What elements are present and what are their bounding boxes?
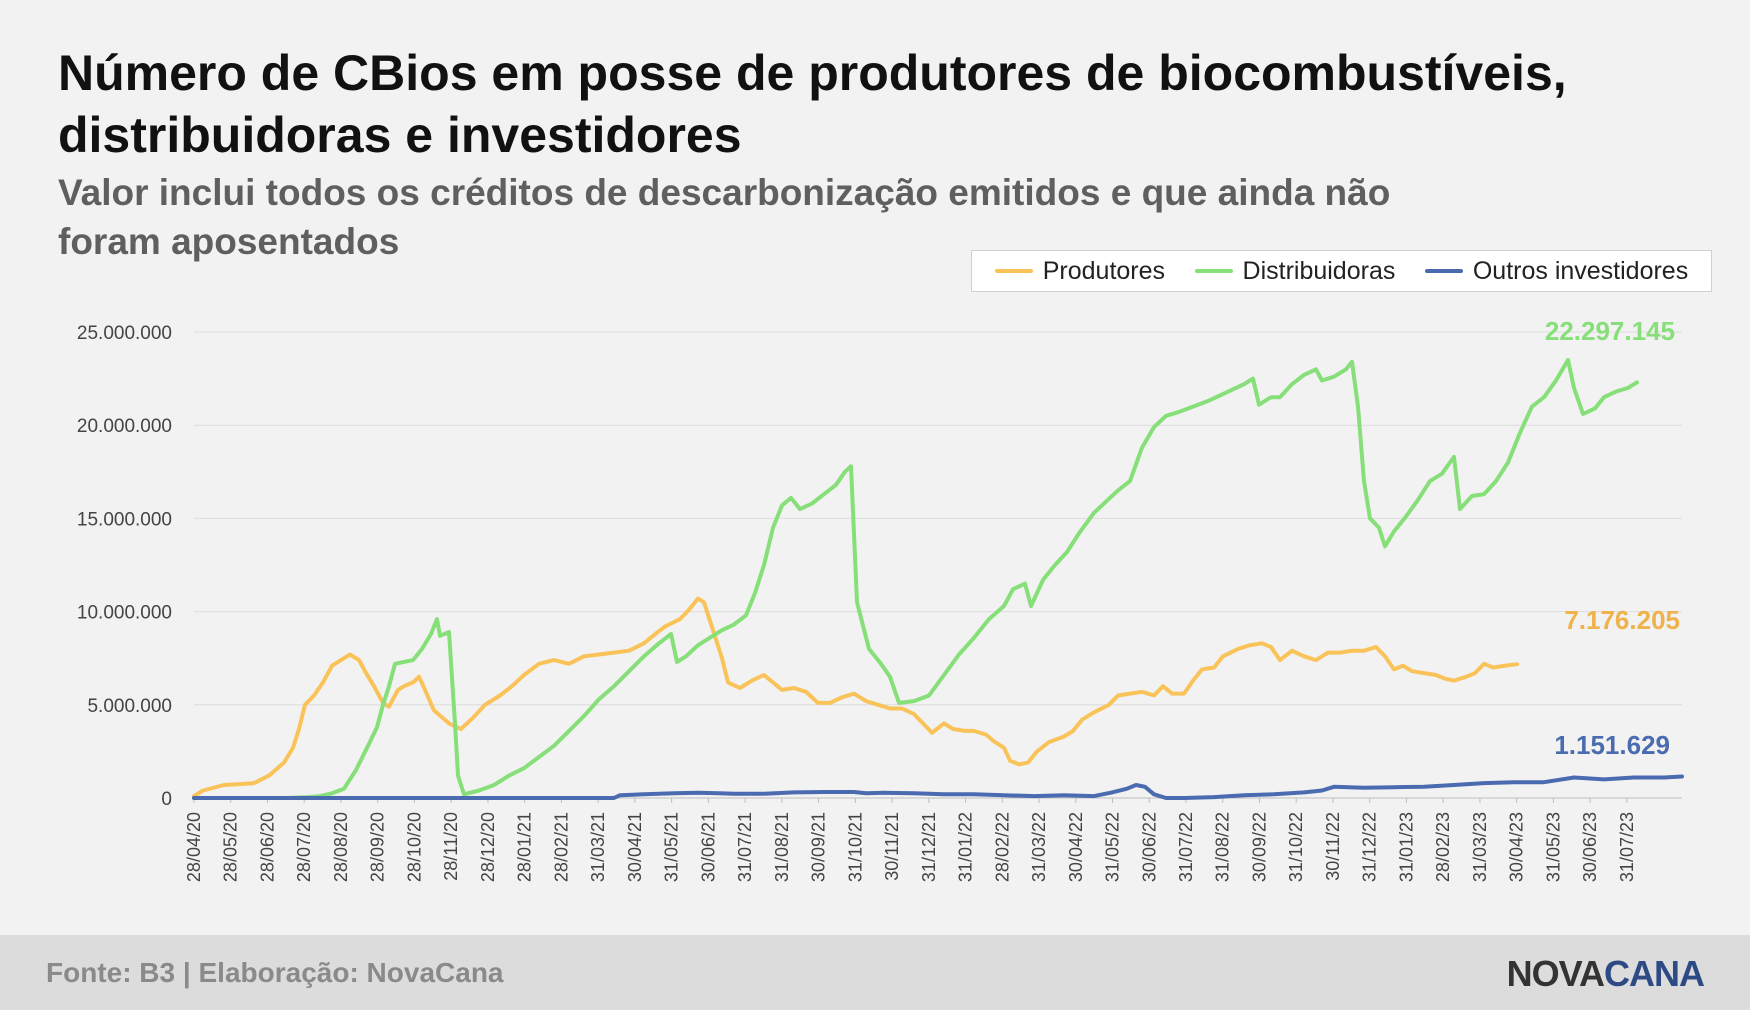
legend-label-produtores: Produtores — [1042, 256, 1166, 285]
x-tick-label: 31/08/22 — [1213, 812, 1233, 882]
series-line-produtores — [192, 596, 1519, 799]
x-tick-label: 30/04/23 — [1507, 812, 1527, 882]
x-tick-label: 30/06/21 — [698, 812, 718, 882]
x-tick-label: 28/04/20 — [184, 812, 204, 882]
legend-item-produtores: Produtores — [994, 256, 1166, 286]
series-line-distribuidoras — [192, 358, 1639, 800]
logo-nova: NOVA — [1506, 953, 1605, 994]
y-tick-label: 25.000.000 — [77, 323, 172, 344]
chart-title: Número de CBios em posse de produtores d… — [58, 45, 1567, 163]
x-tick-label: 28/12/20 — [478, 812, 498, 882]
y-tick-label: 15.000.000 — [77, 509, 172, 530]
x-tick-label: 31/05/22 — [1103, 812, 1123, 882]
x-tick-label: 31/08/21 — [772, 812, 792, 882]
x-tick-label: 28/07/20 — [294, 812, 314, 882]
x-tick-label: 31/01/22 — [956, 812, 976, 882]
x-tick-label: 30/06/23 — [1580, 812, 1600, 882]
x-tick-label: 31/12/21 — [919, 812, 939, 882]
end-label-produtores: 7.176.205 — [1564, 605, 1680, 635]
legend-label-outros: Outros investidores — [1472, 256, 1689, 285]
x-tick-label: 30/04/21 — [625, 812, 645, 882]
legend-item-outros: Outros investidores — [1424, 256, 1689, 286]
x-tick-label: 30/11/22 — [1323, 812, 1343, 881]
x-tick-label: 31/03/21 — [588, 812, 608, 882]
x-tick-label: 31/07/21 — [735, 812, 755, 882]
chart-subtitle: Valor inclui todos os créditos de descar… — [58, 172, 1391, 262]
x-tick-label: 31/10/22 — [1286, 812, 1306, 882]
x-tick-label: 28/01/21 — [515, 812, 535, 882]
x-tick-label: 28/02/23 — [1433, 812, 1453, 882]
y-tick-label: 0 — [161, 789, 172, 810]
x-tick-label: 31/01/23 — [1396, 812, 1416, 882]
series-line-outros — [192, 774, 1684, 800]
legend-swatch-outros — [1424, 269, 1463, 273]
x-tick-label: 31/05/21 — [662, 812, 682, 882]
legend-item-distribuidoras: Distribuidoras — [1194, 256, 1396, 286]
x-tick-label: 31/07/22 — [1176, 812, 1196, 882]
x-tick-label: 28/10/20 — [404, 812, 424, 882]
legend-label-distribuidoras: Distribuidoras — [1242, 256, 1396, 285]
logo-cana: CANA — [1604, 953, 1705, 994]
x-tick-label: 31/05/23 — [1543, 812, 1563, 882]
legend-swatch-produtores — [994, 269, 1033, 273]
legend: Produtores Distribuidoras Outros investi… — [971, 250, 1712, 292]
x-tick-label: 28/09/20 — [368, 812, 388, 882]
line-chart: 0 5.000.000 10.000.000 15.000.000 20.000.000… — [77, 316, 1684, 882]
x-tick-label: 28/08/20 — [331, 812, 351, 882]
x-tick-label: 30/11/21 — [882, 812, 902, 881]
legend-swatch-distribuidoras — [1194, 269, 1233, 273]
x-tick-label: 30/09/21 — [809, 812, 829, 882]
y-tick-label: 5.000.000 — [87, 696, 172, 717]
y-tick-label: 10.000.000 — [77, 603, 172, 624]
x-tick-label: 30/04/22 — [1066, 812, 1086, 882]
x-tick-label: 31/12/22 — [1360, 812, 1380, 882]
x-tick-label: 28/02/21 — [551, 812, 571, 882]
source-text: Fonte: B3 | Elaboração: NovaCana — [46, 957, 504, 988]
end-label-outros: 1.151.629 — [1554, 730, 1670, 760]
novacana-logo: NOVACANA — [1506, 953, 1705, 995]
x-tick-label: 30/06/22 — [1139, 812, 1159, 882]
x-tick-label: 30/09/22 — [1249, 812, 1269, 882]
footer: Fonte: B3 | Elaboração: NovaCana NOVACAN… — [0, 935, 1750, 1010]
x-tick-label: 31/03/22 — [1029, 812, 1049, 882]
x-tick-label: 28/05/20 — [221, 812, 241, 882]
y-tick-label: 20.000.000 — [77, 416, 172, 437]
x-tick-label: 28/06/20 — [257, 812, 277, 882]
x-tick-label: 28/11/20 — [441, 812, 461, 881]
x-tick-label: 31/10/21 — [845, 812, 865, 882]
x-tick-label: 31/07/23 — [1617, 812, 1637, 882]
x-tick-label: 28/02/22 — [992, 812, 1012, 882]
x-tick-label: 31/03/23 — [1470, 812, 1490, 882]
end-label-distribuidoras: 22.297.145 — [1545, 316, 1675, 346]
